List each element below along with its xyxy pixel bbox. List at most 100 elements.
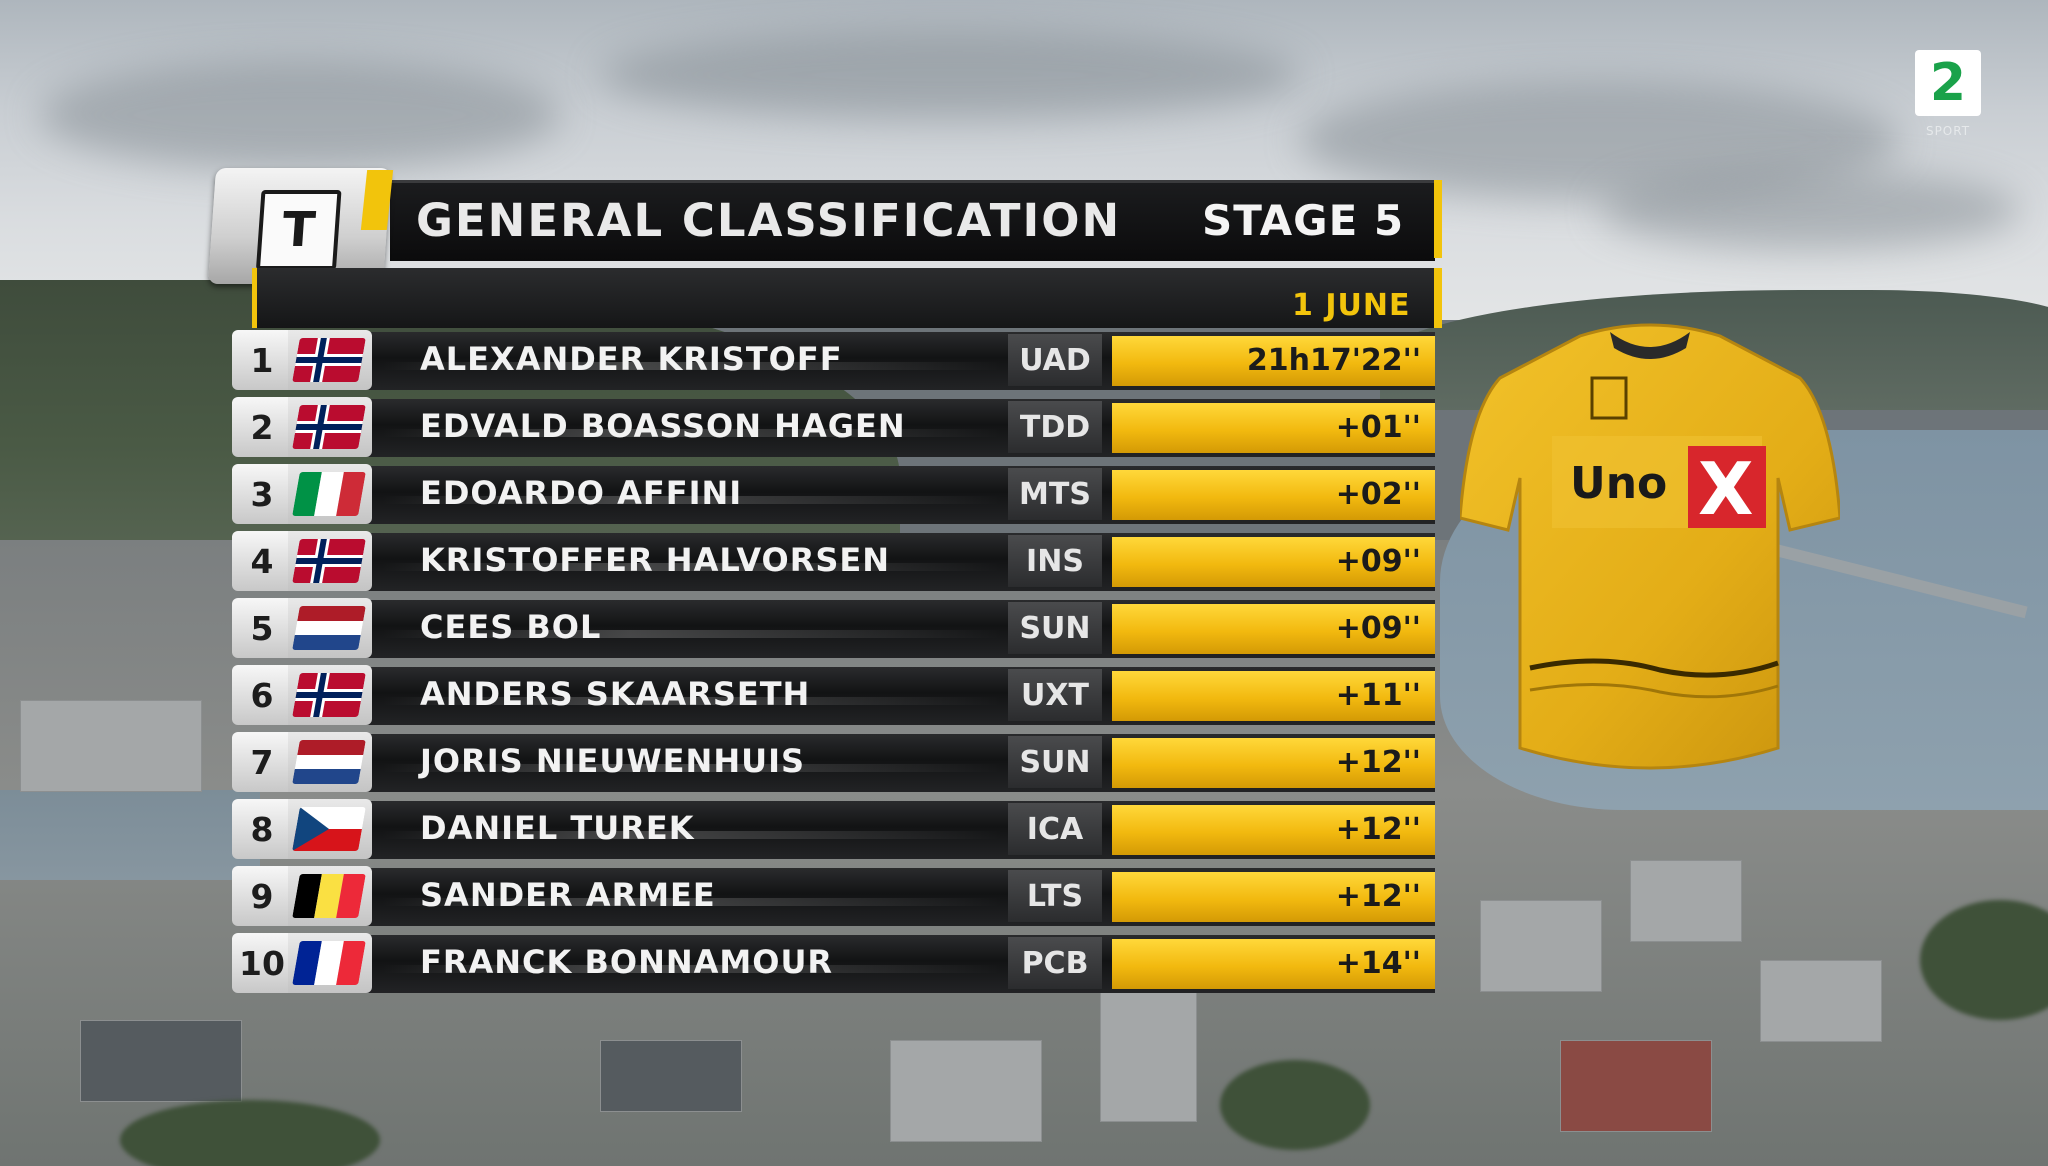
jersey-stripe-thin (1529, 683, 1779, 699)
header-bar (390, 180, 1435, 261)
rider-time: +12'' (1112, 738, 1435, 788)
rider-team: TDD (1008, 401, 1102, 453)
fra-flag-icon (292, 941, 366, 985)
leader-jersey: Uno X (1460, 323, 1840, 770)
jersey-body (1460, 323, 1840, 770)
rider-flag-plate (288, 397, 372, 457)
building (1760, 960, 1882, 1042)
standing-row: 5 CEES BOL SUN +09'' (222, 598, 1444, 660)
rider-flag-plate (288, 933, 372, 993)
rider-position: 3 (232, 464, 292, 524)
rider-name: ALEXANDER KRISTOFF (420, 340, 843, 378)
cloud (40, 60, 560, 170)
nor-flag-icon (292, 338, 366, 382)
race-logo-icon: T (255, 190, 342, 270)
jersey-logo-badge (1590, 376, 1628, 420)
rider-position: 2 (232, 397, 292, 457)
rider-team: LTS (1008, 870, 1102, 922)
rider-position: 6 (232, 665, 292, 725)
rider-team: UXT (1008, 669, 1102, 721)
rider-time: +09'' (1112, 537, 1435, 587)
cze-flag-icon (292, 807, 366, 851)
nor-flag-icon (292, 673, 366, 717)
date-bar (252, 268, 1435, 328)
rider-position: 8 (232, 799, 292, 859)
standing-row: 7 JORIS NIEUWENHUIS SUN +12'' (222, 732, 1444, 794)
rider-flag-plate (288, 464, 372, 524)
rider-flag-plate (288, 732, 372, 792)
building (1480, 900, 1602, 992)
ned-flag-icon (292, 606, 366, 650)
rider-name: FRANCK BONNAMOUR (420, 943, 834, 981)
rider-time: +01'' (1112, 403, 1435, 453)
standing-row: 10 FRANCK BONNAMOUR PCB +14'' (222, 933, 1444, 995)
rider-time: +11'' (1112, 671, 1435, 721)
stage-label: STAGE 5 (1202, 196, 1405, 245)
standing-row: 6 ANDERS SKAARSETH UXT +11'' (222, 665, 1444, 727)
row-sweep (382, 764, 1002, 772)
nor-flag-icon (292, 405, 366, 449)
row-sweep (382, 362, 1002, 370)
cloud (600, 30, 1300, 120)
rider-team: SUN (1008, 602, 1102, 654)
rider-name: DANIEL TUREK (420, 809, 695, 847)
rider-flag-plate (288, 330, 372, 390)
logo-accent (360, 170, 394, 230)
bel-flag-icon (292, 874, 366, 918)
rider-time: 21h17'22'' (1112, 336, 1435, 386)
building (600, 1040, 742, 1112)
rider-team: PCB (1008, 937, 1102, 989)
stage-date: 1 JUNE (1292, 288, 1411, 323)
rider-name: KRISTOFFER HALVORSEN (420, 541, 891, 579)
rider-team: UAD (1008, 334, 1102, 386)
classification-title: GENERAL CLASSIFICATION (416, 194, 1122, 247)
rider-position: 9 (232, 866, 292, 926)
rider-time: +02'' (1112, 470, 1435, 520)
broadcaster-logo: 2 (1915, 50, 1981, 116)
nor-flag-icon (292, 539, 366, 583)
building (20, 700, 202, 792)
rider-team: INS (1008, 535, 1102, 587)
rider-position: 10 (232, 933, 292, 993)
river-left (0, 790, 260, 880)
row-sweep (382, 898, 1002, 906)
rider-position: 7 (232, 732, 292, 792)
standing-row: 8 DANIEL TUREK ICA +12'' (222, 799, 1444, 861)
rider-time: +14'' (1112, 939, 1435, 989)
ita-flag-icon (292, 472, 366, 516)
rider-flag-plate (288, 531, 372, 591)
ned-flag-icon (292, 740, 366, 784)
standing-row: 1 ALEXANDER KRISTOFF UAD 21h17'22'' (222, 330, 1444, 392)
trees (1920, 900, 2048, 1020)
jersey-sponsor-mark-box (1688, 446, 1766, 528)
header-accent (1434, 180, 1442, 258)
standing-row: 2 EDVALD BOASSON HAGEN TDD +01'' (222, 397, 1444, 459)
standing-row: 9 SANDER ARMEE LTS +12'' (222, 866, 1444, 928)
jersey-stripe (1529, 658, 1779, 678)
date-bar-accent-right (1434, 268, 1442, 328)
trees (120, 1100, 380, 1166)
row-sweep (382, 496, 1002, 504)
cloud (1600, 170, 2020, 250)
building (1560, 1040, 1712, 1132)
rider-name: EDVALD BOASSON HAGEN (420, 407, 906, 445)
rider-team: SUN (1008, 736, 1102, 788)
rider-name: EDOARDO AFFINI (420, 474, 743, 512)
rider-position: 1 (232, 330, 292, 390)
standing-row: 4 KRISTOFFER HALVORSEN INS +09'' (222, 531, 1444, 593)
rider-flag-plate (288, 598, 372, 658)
row-sweep (382, 965, 1002, 973)
jersey-sponsor-mark: X (1698, 447, 1754, 531)
building (890, 1040, 1042, 1142)
building (1630, 860, 1742, 942)
row-sweep (382, 630, 1002, 638)
row-sweep (382, 563, 1002, 571)
rider-time: +09'' (1112, 604, 1435, 654)
date-bar-accent-left (252, 268, 257, 328)
row-sweep (382, 697, 1002, 705)
rider-name: JORIS NIEUWENHUIS (420, 742, 806, 780)
row-sweep (382, 429, 1002, 437)
trees (1220, 1060, 1370, 1150)
rider-position: 4 (232, 531, 292, 591)
jersey-sponsor-text: Uno (1570, 458, 1667, 509)
